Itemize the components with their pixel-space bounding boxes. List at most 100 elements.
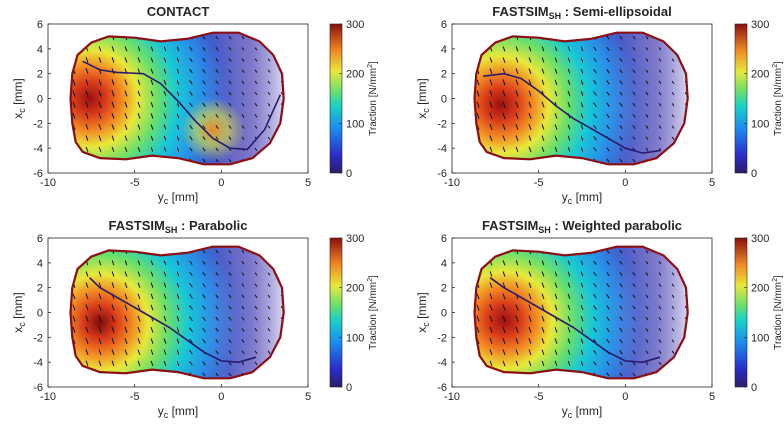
traction-arrow	[515, 146, 519, 153]
traction-arrow	[684, 125, 688, 129]
traction-arrow	[593, 147, 597, 152]
traction-arrow	[671, 148, 675, 151]
stick-slip-line	[82, 60, 282, 151]
traction-arrow	[528, 57, 532, 63]
traction-arrow	[124, 79, 128, 86]
x-tick-label: -5	[130, 391, 140, 403]
traction-arrow	[72, 35, 76, 41]
traction-arrow	[267, 69, 271, 73]
traction-arrow	[619, 136, 623, 141]
traction-arrow	[137, 158, 141, 163]
traction-arrow	[189, 272, 193, 276]
y-axis-label: xc [mm]	[11, 292, 27, 333]
traction-arrow	[98, 304, 102, 311]
traction-arrow	[658, 250, 662, 254]
traction-arrow	[541, 124, 545, 130]
traction-arrow	[645, 305, 649, 310]
traction-arrow	[593, 361, 597, 366]
traction-arrow	[476, 304, 480, 311]
traction-arrow	[98, 135, 102, 141]
traction-arrow	[215, 91, 219, 96]
traction-arrow	[241, 36, 245, 40]
y-tick-label: 0	[37, 308, 43, 320]
traction-arrow	[567, 135, 571, 141]
y-tick-label: 6	[441, 233, 447, 245]
traction-arrow	[72, 101, 76, 108]
traction-arrow	[567, 338, 571, 344]
x-tick-label: 0	[622, 391, 628, 403]
traction-arrow	[619, 158, 623, 163]
colorbar-strip	[329, 23, 343, 174]
traction-arrow	[541, 68, 545, 74]
traction-arrow	[228, 350, 232, 355]
traction-arrow	[280, 58, 284, 62]
x-axis-label: yc [mm]	[158, 404, 199, 420]
traction-arrow	[489, 360, 493, 367]
traction-arrow	[163, 57, 167, 63]
colorbar-tick-label: 0	[751, 168, 757, 180]
traction-arrow	[150, 249, 154, 254]
x-axis-label: yc [mm]	[158, 190, 199, 206]
traction-arrow	[593, 338, 597, 344]
traction-arrow	[85, 282, 89, 288]
traction-arrow	[606, 283, 610, 288]
traction-arrow	[137, 315, 141, 322]
traction-arrow	[554, 46, 558, 52]
traction-arrow	[567, 349, 571, 355]
traction-arrow	[645, 47, 649, 51]
traction-arrow	[72, 360, 76, 367]
traction-arrow	[137, 349, 141, 355]
traction-arrow	[202, 283, 206, 288]
traction-arrow	[554, 79, 558, 86]
traction-arrow	[150, 35, 154, 40]
traction-arrow	[476, 315, 480, 322]
traction-arrow	[632, 136, 636, 140]
traction-arrow	[202, 125, 206, 129]
traction-arrow	[280, 350, 284, 354]
traction-arrow	[632, 350, 636, 355]
traction-arrow	[606, 147, 610, 152]
traction-arrow	[228, 283, 232, 287]
traction-arrow	[163, 102, 167, 108]
panel-2: -10 -5 0 5 6 4 2 0 -2 -4 -6 FASTSIMSH : Semi-ellips…	[415, 4, 784, 206]
traction-arrow	[202, 136, 206, 141]
traction-arrow	[241, 69, 245, 73]
traction-arrow	[228, 339, 232, 343]
x-tick-label: 5	[709, 391, 715, 403]
panel-1: -10 -5 0 5 6 4 2 0 -2 -4 -6 CONTACT yc [mm] xc [mm] 30…	[11, 4, 379, 206]
traction-arrow	[541, 315, 545, 322]
traction-arrow	[150, 147, 154, 152]
traction-arrow	[163, 135, 167, 141]
traction-arrow	[241, 47, 245, 51]
traction-arrow	[124, 293, 128, 300]
traction-arrow	[528, 271, 532, 277]
y-tick-label: -2	[33, 332, 43, 344]
colorbar-tick-label: 100	[751, 118, 769, 130]
traction-arrow	[137, 326, 141, 333]
traction-arrow	[189, 305, 193, 310]
traction-arrow	[189, 283, 193, 288]
traction-arrow	[98, 349, 102, 356]
traction-arrow	[632, 69, 636, 73]
traction-arrow	[124, 349, 128, 356]
traction-arrow	[137, 135, 141, 141]
traction-arrow	[228, 250, 232, 254]
traction-arrow	[228, 316, 232, 321]
traction-arrow	[241, 305, 245, 310]
traction-arrow	[124, 282, 128, 288]
traction-arrow	[267, 350, 271, 354]
traction-arrow	[111, 360, 115, 367]
traction-arrow	[658, 317, 662, 321]
traction-arrow	[111, 90, 115, 97]
traction-arrow	[254, 294, 258, 298]
traction-arrow	[228, 69, 232, 73]
traction-arrow	[658, 80, 662, 84]
traction-arrow	[515, 124, 519, 130]
traction-arrow	[515, 46, 519, 52]
traction-arrow	[632, 250, 636, 254]
traction-arrow	[176, 57, 180, 63]
traction-arrow	[671, 350, 675, 354]
traction-arrow	[111, 46, 115, 52]
traction-arrow	[215, 114, 219, 118]
y-tick-label: 0	[441, 308, 447, 320]
